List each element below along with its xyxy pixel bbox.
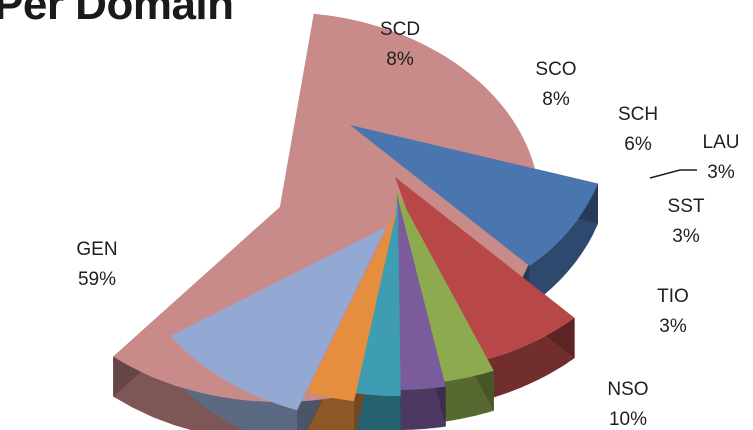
- pie-side-nso: [170, 336, 298, 430]
- pie-slice-scd: [350, 125, 598, 266]
- slice-label-lau: LAU 3%: [703, 132, 740, 183]
- slice-label-sco: SCO 8%: [535, 59, 576, 110]
- pie-slice-nso: [170, 227, 386, 411]
- pie-labels: GEN 59% SCD 8% SCO 8% SCH 6% LAU 3% SST 3% TIO 3% NSO 1…: [76, 19, 739, 430]
- pie-slice-tio: [306, 209, 397, 402]
- lau-leader-line: [649, 169, 697, 179]
- chart-title: Per Domain: [0, 0, 234, 29]
- pie-slice-lau: [397, 195, 446, 390]
- pie-tops: [113, 13, 598, 411]
- slice-label-sst: SST 3%: [668, 196, 705, 247]
- slice-label-tio: TIO 3%: [657, 286, 689, 337]
- slice-label-sch: SCH 6%: [618, 104, 658, 155]
- slice-label-nso: NSO 10%: [607, 379, 648, 430]
- pie-slice-sco: [395, 177, 575, 366]
- slice-label-scd: SCD 8%: [380, 19, 420, 70]
- pie-side-scd: [529, 183, 598, 306]
- pie-side-lau: [397, 386, 446, 430]
- slice-label-gen: GEN 59%: [76, 239, 117, 290]
- pie-side-sst: [352, 392, 401, 430]
